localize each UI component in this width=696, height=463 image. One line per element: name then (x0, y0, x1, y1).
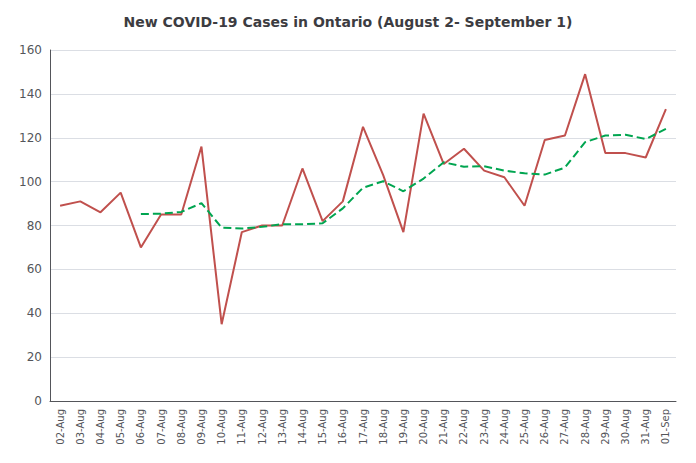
svg-text:100: 100 (19, 175, 42, 189)
svg-text:21-Aug: 21-Aug (438, 409, 449, 445)
svg-text:05-Aug: 05-Aug (115, 409, 126, 445)
svg-text:12-Aug: 12-Aug (257, 409, 268, 445)
svg-text:07-Aug: 07-Aug (156, 409, 167, 445)
svg-text:31-Aug: 31-Aug (640, 409, 651, 445)
svg-text:160: 160 (19, 43, 42, 57)
svg-text:09-Aug: 09-Aug (196, 409, 207, 445)
svg-text:20-Aug: 20-Aug (418, 409, 429, 445)
svg-text:16-Aug: 16-Aug (337, 409, 348, 445)
svg-text:28-Aug: 28-Aug (580, 409, 591, 445)
svg-text:13-Aug: 13-Aug (277, 409, 288, 445)
svg-text:23-Aug: 23-Aug (479, 409, 490, 445)
svg-text:New COVID-19 Cases in Ontario: New COVID-19 Cases in Ontario (August 2-… (124, 14, 573, 30)
svg-text:0: 0 (34, 394, 42, 408)
svg-text:30-Aug: 30-Aug (620, 409, 631, 445)
svg-text:40: 40 (27, 306, 42, 320)
svg-text:80: 80 (27, 219, 42, 233)
svg-text:06-Aug: 06-Aug (135, 409, 146, 445)
svg-text:19-Aug: 19-Aug (398, 409, 409, 445)
svg-text:15-Aug: 15-Aug (317, 409, 328, 445)
svg-text:10-Aug: 10-Aug (216, 409, 227, 445)
svg-text:11-Aug: 11-Aug (236, 409, 247, 445)
svg-text:120: 120 (19, 131, 42, 145)
svg-text:08-Aug: 08-Aug (176, 409, 187, 445)
svg-text:29-Aug: 29-Aug (600, 409, 611, 445)
svg-text:01-Sep: 01-Sep (660, 409, 671, 444)
svg-text:24-Aug: 24-Aug (499, 409, 510, 445)
svg-text:17-Aug: 17-Aug (358, 409, 369, 445)
svg-text:02-Aug: 02-Aug (55, 409, 66, 445)
svg-text:27-Aug: 27-Aug (559, 409, 570, 445)
svg-text:25-Aug: 25-Aug (519, 409, 530, 445)
svg-text:26-Aug: 26-Aug (539, 409, 550, 445)
svg-text:60: 60 (27, 262, 42, 276)
svg-text:22-Aug: 22-Aug (458, 409, 469, 445)
svg-text:03-Aug: 03-Aug (75, 409, 86, 445)
svg-text:14-Aug: 14-Aug (297, 409, 308, 445)
svg-text:140: 140 (19, 87, 42, 101)
svg-text:20: 20 (27, 350, 42, 364)
svg-text:04-Aug: 04-Aug (95, 409, 106, 445)
svg-text:18-Aug: 18-Aug (378, 409, 389, 445)
